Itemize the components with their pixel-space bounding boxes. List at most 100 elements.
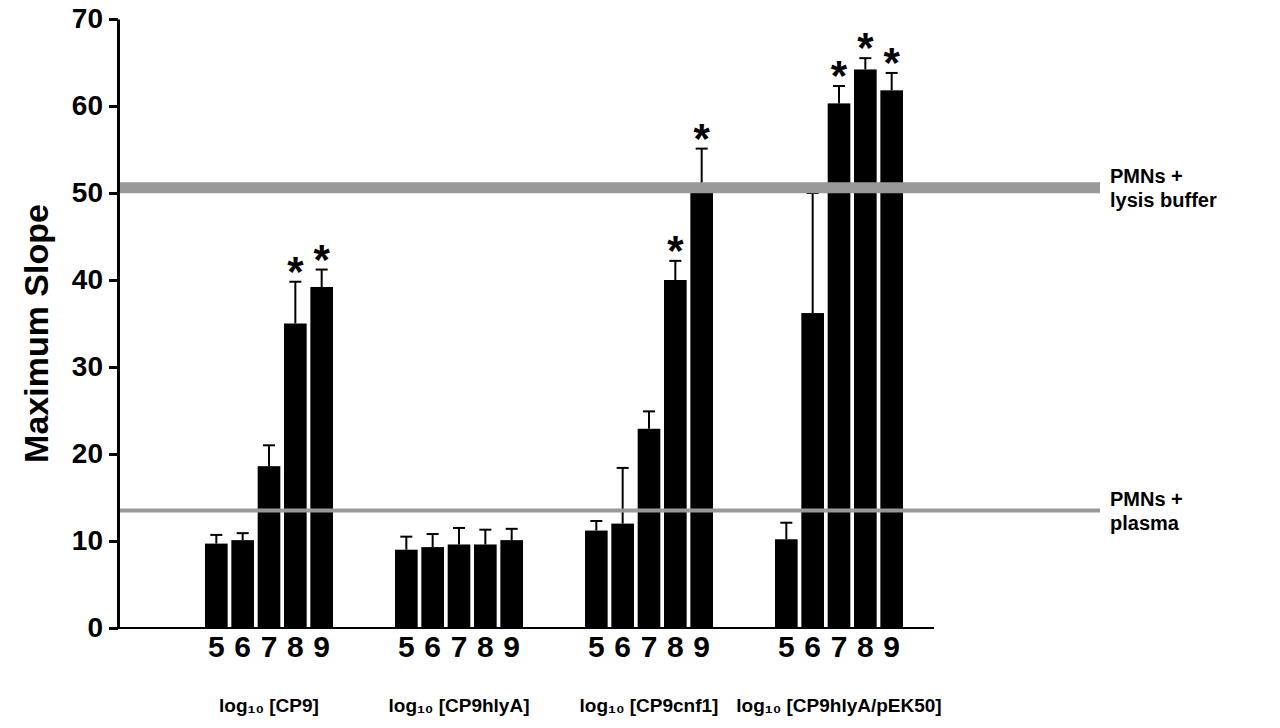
bar [611,524,634,628]
group-label: log₁₀ [CP9] [219,695,319,716]
y-tick: 60 [72,90,118,121]
x-tick-label: 9 [693,630,710,663]
y-tick: 40 [72,264,118,295]
y-tick-mark [109,540,118,543]
x-axis: 56789 [588,628,710,663]
y-tick-mark [109,453,118,456]
x-tick: 6 [424,628,441,663]
error-stem [785,523,787,540]
y-tick-mark [109,105,118,108]
reference-line [118,182,1100,193]
error-bar [427,534,439,547]
error-stem [268,445,270,466]
reference-label: PMNs +plasma [1110,488,1183,534]
bar [421,547,444,628]
x-tick-label: 8 [287,630,304,663]
error-cap [780,522,792,524]
bar [638,429,661,628]
y-tick-mark [109,366,118,369]
error-stem [458,528,460,545]
y-tick-label: 10 [72,525,103,556]
x-tick: 8 [477,628,494,663]
x-tick: 9 [503,628,520,663]
bar [231,540,254,628]
error-cap [453,527,465,529]
group-label: log₁₀ [CP9hlyA/pEK50] [736,695,941,716]
bar [828,103,851,628]
error-cap [400,536,412,538]
bar [690,189,713,628]
x-tick: 7 [261,628,278,663]
y-axis: 010203040506070 [72,3,119,643]
error-cap [263,444,275,446]
y-tick: 70 [72,3,118,34]
error-stem [484,530,486,545]
error-cap [479,529,491,531]
x-tick-label: 6 [424,630,441,663]
y-tick-mark [109,279,118,282]
error-stem [595,521,597,531]
error-cap [237,532,249,534]
x-tick: 5 [208,628,225,663]
y-tick-label: 70 [72,3,103,34]
x-tick-label: 7 [831,630,848,663]
x-tick: 8 [287,628,304,663]
x-tick: 7 [831,628,848,663]
y-axis-line [117,20,120,629]
y-tick-mark [109,192,118,195]
error-bar [453,528,465,545]
x-tick-label: 7 [451,630,468,663]
error-bar [780,523,792,540]
bar [310,287,333,628]
x-tick: 5 [588,628,605,663]
x-axis: 56789 [398,628,520,663]
chart: *******PMNs +lysis bufferPMNs +plasmalog… [0,0,1280,728]
error-bar [590,521,602,531]
x-tick-label: 5 [208,630,225,663]
x-tick-label: 8 [667,630,684,663]
x-tick: 7 [641,628,658,663]
x-tick: 9 [693,628,710,663]
bar [664,280,687,628]
error-bar [263,445,275,466]
labels: *******PMNs +lysis bufferPMNs +plasmalog… [17,24,1217,716]
x-tick: 5 [778,628,795,663]
error-bar [479,530,491,545]
reference-label: PMNs +lysis buffer [1110,165,1217,211]
error-bar [807,193,819,313]
reference-label-line: PMNs + [1110,488,1183,510]
y-tick: 0 [87,612,118,643]
error-bar [210,535,222,544]
bar [205,544,228,628]
bar [448,544,471,628]
error-stem [812,193,814,313]
error-cap [427,533,439,535]
x-tick: 7 [451,628,468,663]
x-baseline [118,627,934,629]
error-bar [237,533,249,540]
y-tick-label: 30 [72,351,103,382]
x-tick: 9 [883,628,900,663]
error-stem [432,534,434,547]
error-stem [648,411,650,428]
x-tick-label: 5 [398,630,415,663]
error-cap [590,520,602,522]
bar-group [205,270,333,628]
reference-label-line: PMNs + [1110,165,1183,187]
x-axis: 56789 [778,628,900,663]
significance-marker: * [831,52,848,99]
y-tick-label: 0 [87,612,103,643]
error-stem [511,529,513,540]
y-tick: 20 [72,438,118,469]
bar [474,544,497,628]
error-stem [242,533,244,540]
bar [500,540,523,628]
bar [258,466,281,628]
x-tick: 8 [667,628,684,663]
x-tick: 5 [398,628,415,663]
significance-marker: * [883,39,900,86]
x-tick-label: 8 [477,630,494,663]
plot-area [118,58,1100,628]
x-tick-label: 9 [313,630,330,663]
bar [775,539,798,628]
